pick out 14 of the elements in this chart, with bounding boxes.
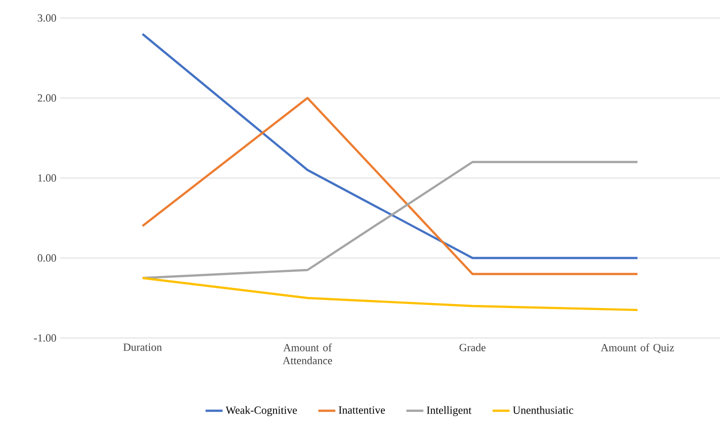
y-tick-label: 3.00 xyxy=(38,14,56,22)
y-tick-label: -1.00 xyxy=(34,334,56,342)
legend-label: Unenthusiatic xyxy=(512,406,574,414)
legend-label: Intelligent xyxy=(426,406,472,416)
x-tick-label: Grade xyxy=(460,344,486,352)
legend-label: Weak-Cognitive xyxy=(226,406,297,416)
x-tick-label: Amount of Quiz xyxy=(600,344,674,354)
legend-label: Inattentive xyxy=(338,406,385,414)
x-tick-label: Duration xyxy=(123,344,162,351)
y-tick-label: 2.00 xyxy=(38,94,56,102)
line-series xyxy=(141,276,639,312)
x-tick-label: Amount of Attendance xyxy=(282,344,332,364)
y-tick-label: 0.00 xyxy=(38,254,56,262)
y-tick-label: 1.00 xyxy=(38,174,56,182)
